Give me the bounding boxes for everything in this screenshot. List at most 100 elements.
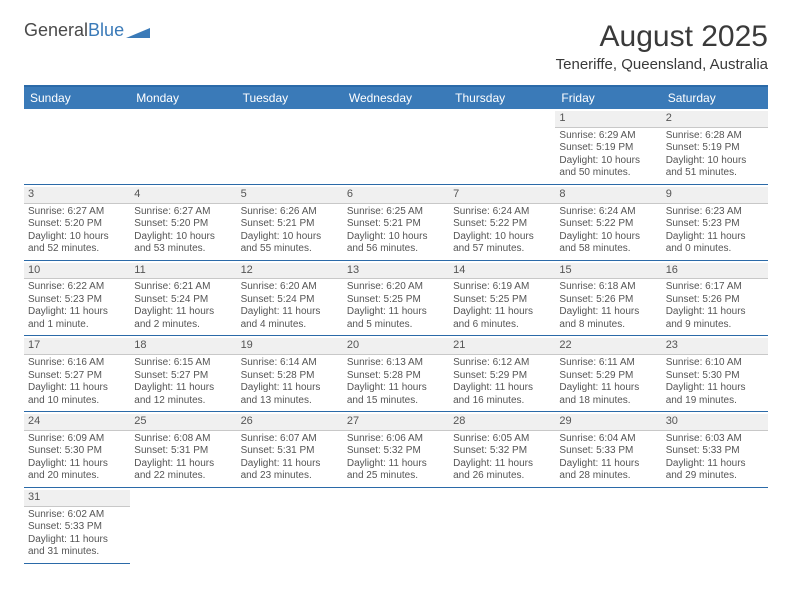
cell-line: and 18 minutes.: [559, 395, 657, 408]
cell-line: Sunrise: 6:18 AM: [559, 281, 657, 294]
cell-line: Sunset: 5:24 PM: [241, 294, 339, 307]
cell-line: Sunset: 5:22 PM: [559, 218, 657, 231]
day-number: 18: [130, 338, 236, 355]
cell-line: and 53 minutes.: [134, 243, 232, 256]
cell-line: Sunset: 5:30 PM: [666, 370, 764, 383]
cell-line: Daylight: 11 hours: [559, 306, 657, 319]
weekday-header: Wednesday: [343, 86, 449, 109]
cell-line: Sunset: 5:23 PM: [666, 218, 764, 231]
day-number: 28: [449, 414, 555, 431]
cell-line: Sunrise: 6:24 AM: [559, 206, 657, 219]
day-number: 5: [237, 187, 343, 204]
cell-line: Sunrise: 6:14 AM: [241, 357, 339, 370]
cell-line: Sunset: 5:22 PM: [453, 218, 551, 231]
cell-line: and 52 minutes.: [28, 243, 126, 256]
cell-line: Sunrise: 6:10 AM: [666, 357, 764, 370]
day-number: 1: [555, 111, 661, 128]
cell-line: Daylight: 11 hours: [453, 458, 551, 471]
cell-line: Sunrise: 6:27 AM: [134, 206, 232, 219]
day-number: 11: [130, 263, 236, 280]
cell-line: Daylight: 11 hours: [666, 306, 764, 319]
cell-line: Daylight: 11 hours: [347, 382, 445, 395]
cell-line: Daylight: 11 hours: [666, 231, 764, 244]
day-number: 3: [24, 187, 130, 204]
cell-line: and 26 minutes.: [453, 470, 551, 483]
cell-line: Sunrise: 6:22 AM: [28, 281, 126, 294]
cell-line: Sunset: 5:26 PM: [666, 294, 764, 307]
calendar-cell: [237, 487, 343, 563]
cell-line: Sunrise: 6:06 AM: [347, 433, 445, 446]
day-number: 16: [662, 263, 768, 280]
cell-line: Sunrise: 6:20 AM: [241, 281, 339, 294]
calendar-cell: 3Sunrise: 6:27 AMSunset: 5:20 PMDaylight…: [24, 184, 130, 260]
cell-line: Sunset: 5:21 PM: [347, 218, 445, 231]
calendar-cell: 25Sunrise: 6:08 AMSunset: 5:31 PMDayligh…: [130, 412, 236, 488]
cell-line: Sunrise: 6:05 AM: [453, 433, 551, 446]
cell-line: Sunset: 5:29 PM: [559, 370, 657, 383]
cell-line: Sunset: 5:29 PM: [453, 370, 551, 383]
cell-line: Sunrise: 6:23 AM: [666, 206, 764, 219]
day-number: 8: [555, 187, 661, 204]
calendar-row: 31 Sunrise: 6:02 AMSunset: 5:33 PMDayligh…: [24, 487, 768, 563]
cell-line: and 20 minutes.: [28, 470, 126, 483]
day-number: 19: [237, 338, 343, 355]
calendar-cell: 13Sunrise: 6:20 AMSunset: 5:25 PMDayligh…: [343, 260, 449, 336]
cell-line: Sunset: 5:23 PM: [28, 294, 126, 307]
calendar-row: 3Sunrise: 6:27 AMSunset: 5:20 PMDaylight…: [24, 184, 768, 260]
cell-line: Daylight: 10 hours: [453, 231, 551, 244]
calendar-cell: 15Sunrise: 6:18 AMSunset: 5:26 PMDayligh…: [555, 260, 661, 336]
cell-line: Sunset: 5:31 PM: [134, 445, 232, 458]
cell-line: Sunrise: 6:08 AM: [134, 433, 232, 446]
cell-line: Daylight: 11 hours: [666, 382, 764, 395]
cell-line: and 50 minutes.: [559, 167, 657, 180]
calendar-cell: 28Sunrise: 6:05 AMSunset: 5:32 PMDayligh…: [449, 412, 555, 488]
day-number: 6: [343, 187, 449, 204]
cell-line: and 31 minutes.: [28, 546, 126, 559]
day-number: 13: [343, 263, 449, 280]
cell-line: Sunset: 5:33 PM: [559, 445, 657, 458]
calendar-cell: 23Sunrise: 6:10 AMSunset: 5:30 PMDayligh…: [662, 336, 768, 412]
cell-line: and 28 minutes.: [559, 470, 657, 483]
cell-line: Sunrise: 6:02 AM: [28, 509, 126, 522]
calendar-cell: [449, 109, 555, 184]
calendar-head: SundayMondayTuesdayWednesdayThursdayFrid…: [24, 86, 768, 109]
cell-line: Sunset: 5:19 PM: [666, 142, 764, 155]
calendar-cell: 26Sunrise: 6:07 AMSunset: 5:31 PMDayligh…: [237, 412, 343, 488]
cell-line: Daylight: 11 hours: [28, 534, 126, 547]
calendar-cell: 9 Sunrise: 6:23 AMSunset: 5:23 PMDaylight…: [662, 184, 768, 260]
cell-line: Sunrise: 6:24 AM: [453, 206, 551, 219]
calendar-cell: 14Sunrise: 6:19 AMSunset: 5:25 PMDayligh…: [449, 260, 555, 336]
day-number: 22: [555, 338, 661, 355]
logo-text-general: General: [24, 20, 88, 41]
calendar-cell: 16Sunrise: 6:17 AMSunset: 5:26 PMDayligh…: [662, 260, 768, 336]
cell-line: and 57 minutes.: [453, 243, 551, 256]
day-number: 20: [343, 338, 449, 355]
cell-line: Daylight: 11 hours: [241, 306, 339, 319]
day-number: 4: [130, 187, 236, 204]
cell-line: Daylight: 11 hours: [28, 306, 126, 319]
cell-line: Daylight: 11 hours: [28, 458, 126, 471]
cell-line: Sunrise: 6:07 AM: [241, 433, 339, 446]
calendar-row: 24Sunrise: 6:09 AMSunset: 5:30 PMDayligh…: [24, 412, 768, 488]
cell-line: Sunrise: 6:19 AM: [453, 281, 551, 294]
calendar-row: 17Sunrise: 6:16 AMSunset: 5:27 PMDayligh…: [24, 336, 768, 412]
cell-line: Sunrise: 6:26 AM: [241, 206, 339, 219]
cell-line: Sunrise: 6:15 AM: [134, 357, 232, 370]
cell-line: Daylight: 10 hours: [28, 231, 126, 244]
cell-line: and 5 minutes.: [347, 319, 445, 332]
cell-line: and 15 minutes.: [347, 395, 445, 408]
cell-line: Daylight: 11 hours: [666, 458, 764, 471]
day-number: 15: [555, 263, 661, 280]
cell-line: Sunset: 5:20 PM: [28, 218, 126, 231]
cell-line: Sunrise: 6:20 AM: [347, 281, 445, 294]
day-number: 9: [662, 187, 768, 204]
day-number: 31: [24, 490, 130, 507]
cell-line: Sunset: 5:19 PM: [559, 142, 657, 155]
cell-line: and 12 minutes.: [134, 395, 232, 408]
calendar-cell: [237, 109, 343, 184]
day-number: 7: [449, 187, 555, 204]
cell-line: and 0 minutes.: [666, 243, 764, 256]
cell-line: Daylight: 10 hours: [241, 231, 339, 244]
cell-line: Sunset: 5:33 PM: [28, 521, 126, 534]
cell-line: Daylight: 11 hours: [453, 382, 551, 395]
